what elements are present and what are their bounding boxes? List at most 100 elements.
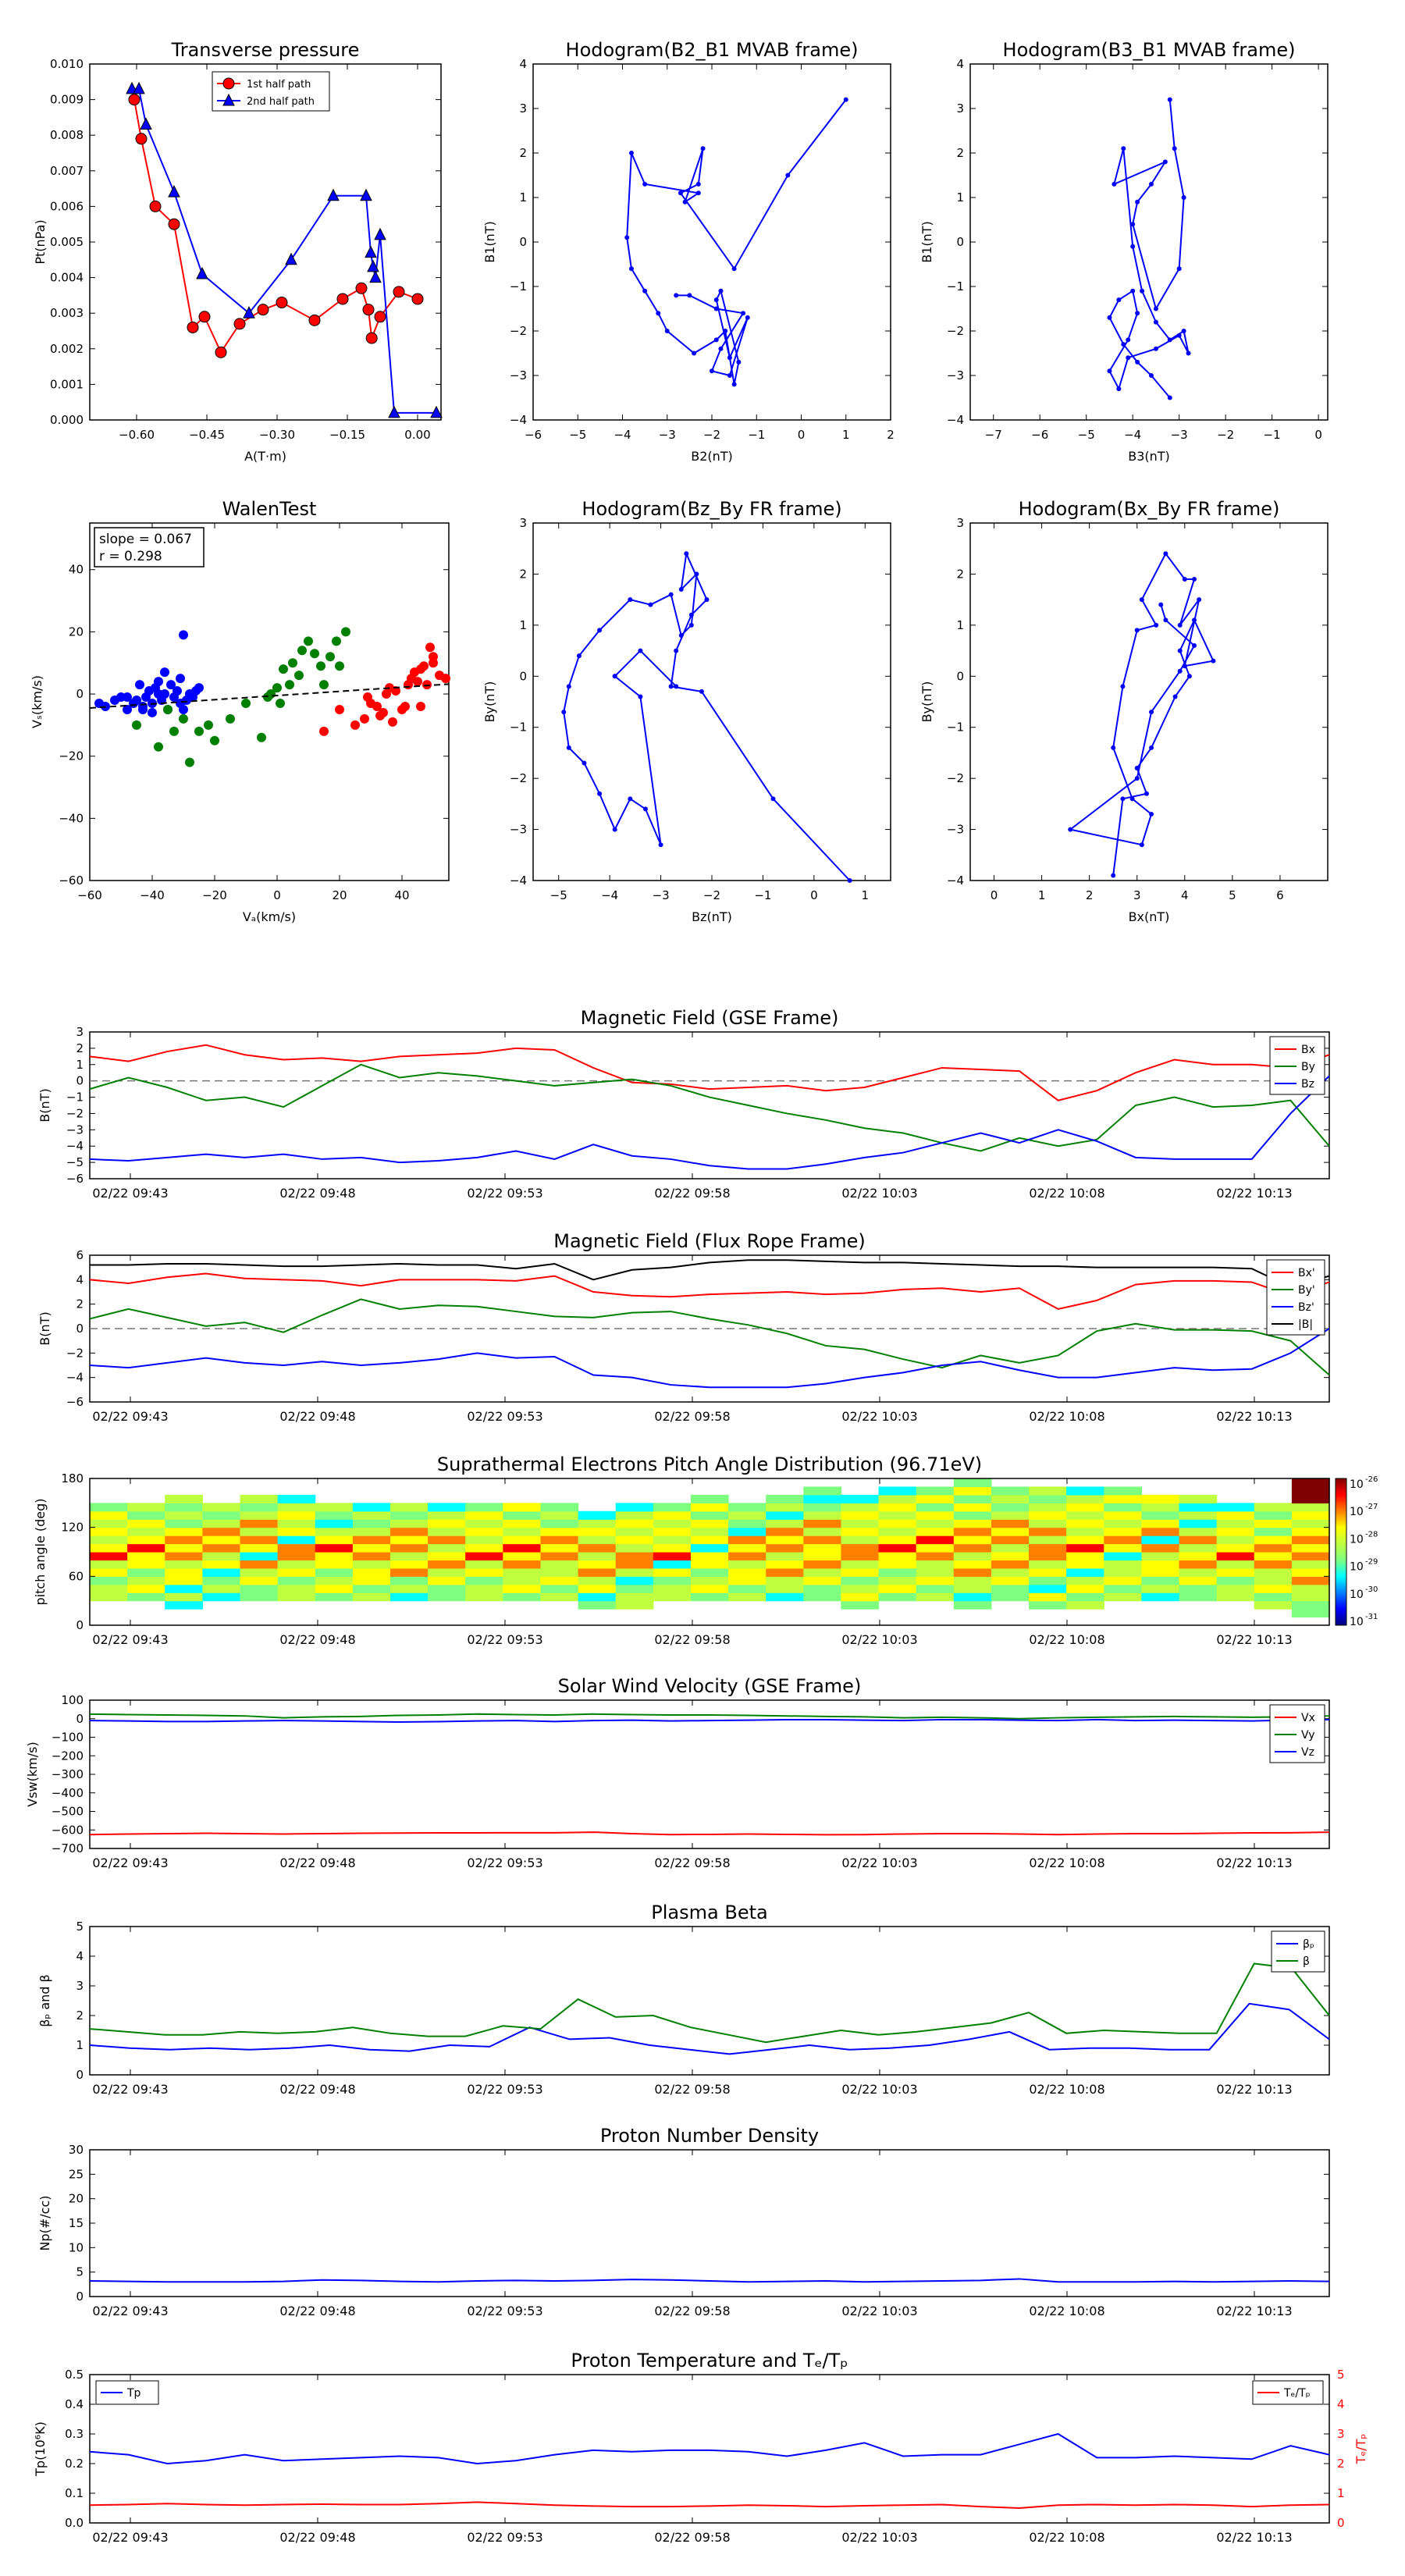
series-line: [89, 1328, 1330, 1389]
heatmap-cell: [1254, 1552, 1293, 1561]
heatmap-cell: [277, 1560, 316, 1569]
chart-title: Magnetic Field (Flux Rope Frame): [553, 1230, 865, 1252]
series-line: [89, 2432, 1330, 2465]
data-point: [163, 704, 173, 714]
x-tick-label: −6: [525, 428, 542, 442]
data-point: [624, 235, 630, 240]
annotation-box: [94, 527, 205, 568]
data-point: [1162, 159, 1168, 165]
heatmap-cell: [1216, 1560, 1255, 1569]
heatmap-cell: [991, 1552, 1030, 1561]
y-tick-label: −600: [52, 1823, 84, 1837]
data-point: [1135, 199, 1140, 205]
heatmap-cell: [1104, 1560, 1142, 1569]
x-tick-label: 02/22 10:13: [1216, 2304, 1292, 2318]
data-point: [1177, 668, 1183, 674]
heatmap-cell: [728, 1584, 767, 1593]
heatmap-cell: [916, 1503, 955, 1512]
heatmap-cell: [728, 1552, 767, 1561]
heatmap-cell: [540, 1576, 579, 1585]
data-point: [257, 732, 266, 742]
data-point: [566, 745, 571, 750]
heatmap-cell: [277, 1567, 316, 1577]
heatmap-cell: [465, 1560, 503, 1569]
y-tick-label: 0: [76, 2290, 84, 2304]
heatmap-cell: [653, 1584, 692, 1593]
heatmap-cell: [389, 1527, 429, 1536]
x-tick-label: 02/22 09:58: [654, 1186, 730, 1201]
data-point: [1177, 622, 1183, 628]
data-point: [628, 597, 633, 603]
series-line: [563, 550, 851, 881]
data-point: [713, 297, 719, 303]
heatmap-cell: [389, 1576, 429, 1585]
data-point: [430, 405, 443, 418]
y-tick-label: 1: [956, 618, 964, 632]
heatmap-cell: [878, 1503, 917, 1512]
heatmap-cell: [803, 1535, 842, 1545]
data-point: [674, 293, 679, 298]
x-tick-label: 02/22 09:58: [654, 2530, 730, 2545]
heatmap-cell: [803, 1503, 842, 1512]
data-point: [388, 717, 397, 727]
heatmap-cell: [465, 1527, 503, 1536]
data-point: [664, 329, 670, 333]
heatmap-cell: [1254, 1600, 1293, 1610]
y-tick-label: 0.1: [65, 2486, 84, 2500]
heatmap-cell: [615, 1592, 654, 1602]
heatmap-cell: [615, 1519, 654, 1528]
heatmap-cell: [766, 1567, 804, 1577]
heatmap-cell: [277, 1510, 316, 1520]
heatmap-cell: [953, 1584, 992, 1593]
heatmap-cell: [389, 1510, 429, 1520]
series-line: [90, 1259, 1330, 1288]
heatmap-cell: [916, 1560, 955, 1569]
heatmap-cell: [953, 1494, 992, 1503]
heatmap-cell: [615, 1552, 654, 1561]
data-point: [674, 684, 679, 689]
heatmap-cell: [615, 1576, 654, 1585]
y-tick-label: 0.008: [50, 128, 84, 142]
chart-title: Magnetic Field (GSE Frame): [581, 1007, 839, 1029]
heatmap-cell: [428, 1503, 466, 1512]
y-tick-label: −60: [59, 873, 84, 888]
x-tick-label: 0: [1314, 428, 1322, 442]
y-tick-label: 0.009: [50, 93, 84, 107]
annotation-text: r = 0.298: [99, 549, 162, 564]
y-axis-label: By(nT): [482, 681, 497, 723]
y-tick-label: 1: [519, 618, 527, 632]
legend-label: Tp: [126, 2387, 141, 2400]
data-point: [736, 359, 742, 365]
heatmap-cell: [240, 1552, 279, 1561]
heatmap-cell: [1216, 1592, 1255, 1602]
x-tick-label: 02/22 10:03: [841, 2304, 917, 2318]
heatmap-cell: [916, 1552, 955, 1561]
x-tick-label: 02/22 09:58: [654, 2082, 730, 2097]
heatmap-cell: [766, 1503, 804, 1512]
heatmap-cell: [766, 1552, 804, 1561]
data-point: [678, 632, 684, 638]
heatmap-cell: [991, 1486, 1030, 1496]
data-point: [319, 680, 329, 690]
y-axis-label: Vₛ(km/s): [30, 675, 44, 728]
heatmap-cell: [315, 1503, 354, 1512]
heatmap-cell: [277, 1503, 316, 1512]
data-point: [1211, 658, 1216, 664]
heatmap-cell: [1254, 1584, 1293, 1593]
heatmap-cell: [315, 1567, 354, 1577]
legend-label: Tₑ/Tₚ: [1283, 2387, 1311, 2400]
y-axis-label: βₚ and β: [37, 1974, 52, 2027]
heatmap-cell: [1179, 1552, 1218, 1561]
x-axis-label: Bx(nT): [1129, 909, 1170, 924]
heatmap-cell: [389, 1543, 429, 1553]
x-axis-label: B2(nT): [691, 449, 733, 464]
series-line: [89, 1831, 1330, 1836]
y-tick-label: 2: [76, 1041, 84, 1055]
heatmap-cell: [352, 1519, 391, 1528]
heatmap-cell: [916, 1527, 955, 1536]
y-tick-label: 1: [519, 190, 527, 205]
series-line: [132, 87, 436, 414]
heatmap-cell: [1066, 1543, 1104, 1553]
y-tick-label: 5: [76, 2265, 84, 2279]
heatmap-cell: [1104, 1584, 1142, 1593]
